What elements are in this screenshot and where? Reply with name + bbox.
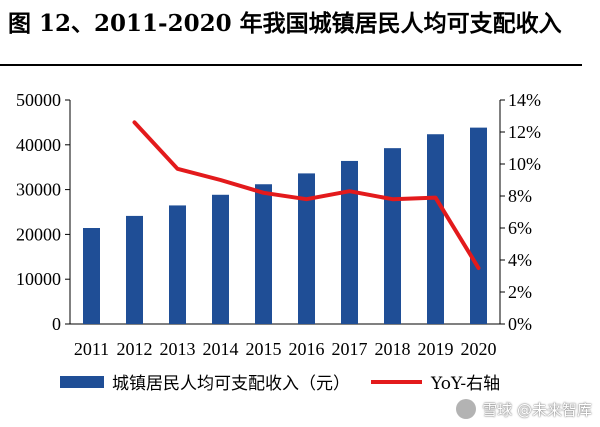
legend-bar-label: 城镇居民人均可支配收入（元） — [112, 374, 350, 394]
left-y-tick-label: 50000 — [16, 90, 61, 110]
left-y-tick-label: 20000 — [16, 224, 61, 244]
legend: 城镇居民人均可支配收入（元） YoY-右轴 — [60, 374, 500, 394]
left-y-tick-label: 30000 — [16, 180, 61, 200]
x-tick-label: 2017 — [332, 339, 368, 359]
line-series — [132, 120, 481, 270]
left-y-tick-label: 10000 — [16, 269, 61, 289]
x-tick-label: 2014 — [203, 339, 239, 359]
right-y-tick-label: 12% — [508, 122, 541, 142]
bar — [83, 228, 100, 324]
right-y-tick-label: 10% — [508, 154, 541, 174]
snowball-icon — [456, 399, 477, 419]
left-y-tick-label: 0 — [52, 314, 61, 334]
x-tick-label: 2015 — [246, 339, 282, 359]
x-tick-label: 2018 — [375, 339, 411, 359]
bar — [384, 148, 401, 324]
x-tick-label: 2013 — [160, 339, 196, 359]
legend-bar-swatch — [60, 376, 104, 388]
bar — [169, 205, 186, 324]
left-y-tick-label: 40000 — [16, 135, 61, 155]
x-tick-label: 2011 — [74, 339, 109, 359]
right-y-tick-label: 8% — [508, 186, 532, 206]
right-y-tick-label: 14% — [508, 90, 541, 110]
right-y-tick-labels: 0% 2% 4% 6% 8% 10% 12% 14% — [508, 90, 541, 334]
right-y-tick-label: 0% — [508, 314, 532, 334]
bar — [212, 194, 229, 324]
right-y-tick-label: 6% — [508, 218, 532, 238]
x-tick-label: 2012 — [117, 339, 153, 359]
x-tick-labels: 2011 2012 2013 2014 2015 2016 2017 2018 2019 2020 — [74, 339, 497, 359]
bar — [341, 160, 358, 324]
left-y-tick-labels: 0 10000 20000 30000 40000 50000 — [16, 90, 61, 334]
x-tick-label: 2016 — [289, 339, 325, 359]
bar — [255, 184, 272, 324]
bar-series — [83, 127, 487, 324]
bar — [427, 134, 444, 324]
x-tick-label: 2020 — [461, 339, 497, 359]
bar — [298, 173, 315, 324]
right-y-tick-label: 2% — [508, 282, 532, 302]
chart-title: 图 12、2011-2020 年我国城镇居民人均可支配收入 — [8, 10, 562, 37]
watermark: 雪球 @未来智库 — [456, 397, 592, 421]
bar — [126, 215, 143, 324]
right-y-tick-label: 4% — [508, 250, 532, 270]
x-tick-label: 2019 — [418, 339, 454, 359]
title-rule — [0, 64, 582, 66]
legend-line-label: YoY-右轴 — [430, 374, 500, 394]
watermark-text: 雪球 @未来智库 — [482, 400, 592, 419]
bar — [470, 127, 487, 324]
